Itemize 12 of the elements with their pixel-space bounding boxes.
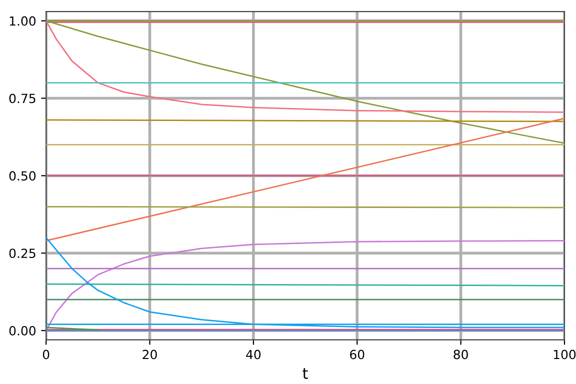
x-tick-label: 0 — [42, 350, 50, 360]
y-tick-label: 0.75 — [9, 94, 36, 104]
x-tick-label: 80 — [454, 350, 468, 360]
x-tick-label: 20 — [142, 350, 157, 360]
x-axis-title: t — [302, 368, 308, 379]
y-tick-label: 1.00 — [10, 16, 36, 26]
y-tick-label: 0.25 — [9, 248, 36, 258]
y-tick-label: 0.50 — [9, 171, 36, 181]
x-tick-label: 60 — [350, 350, 364, 360]
x-tick-label: 100 — [554, 350, 576, 360]
x-tick-label: 40 — [246, 350, 261, 360]
y-tick-label: 0.00 — [9, 326, 36, 336]
